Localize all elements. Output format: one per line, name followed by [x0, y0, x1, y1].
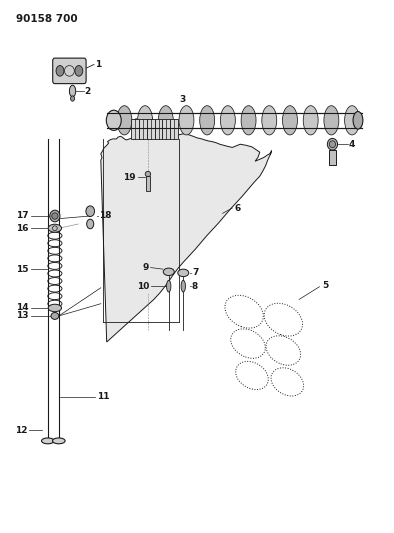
Ellipse shape	[167, 280, 171, 292]
Bar	[162, 119, 170, 139]
Text: 11: 11	[97, 392, 110, 401]
Text: 19: 19	[124, 173, 136, 182]
Bar	[139, 119, 147, 139]
Circle shape	[75, 66, 83, 76]
Ellipse shape	[220, 106, 235, 135]
Ellipse shape	[179, 106, 194, 135]
Ellipse shape	[345, 106, 360, 135]
Ellipse shape	[200, 106, 215, 135]
Ellipse shape	[71, 96, 74, 101]
Circle shape	[56, 66, 64, 76]
Text: 4: 4	[349, 140, 355, 149]
Text: 7: 7	[192, 269, 198, 277]
Ellipse shape	[52, 438, 65, 444]
Ellipse shape	[48, 304, 61, 312]
Text: 6: 6	[234, 204, 241, 213]
FancyBboxPatch shape	[53, 58, 86, 84]
Ellipse shape	[138, 106, 152, 135]
Text: 16: 16	[17, 224, 29, 233]
Ellipse shape	[117, 106, 132, 135]
Ellipse shape	[163, 268, 174, 276]
Text: 12: 12	[15, 426, 28, 435]
Ellipse shape	[327, 139, 338, 150]
Polygon shape	[101, 117, 271, 342]
Ellipse shape	[145, 171, 151, 176]
Bar	[131, 119, 139, 139]
Ellipse shape	[282, 106, 297, 135]
Ellipse shape	[303, 106, 318, 135]
Ellipse shape	[48, 224, 61, 232]
Ellipse shape	[86, 206, 95, 216]
Ellipse shape	[241, 106, 256, 135]
Ellipse shape	[87, 219, 94, 229]
Text: 13: 13	[17, 311, 29, 320]
Text: 3: 3	[179, 94, 186, 103]
Bar	[147, 119, 154, 139]
Ellipse shape	[329, 141, 336, 148]
Text: 18: 18	[99, 212, 112, 221]
Text: 9: 9	[143, 263, 149, 272]
Bar	[145, 176, 150, 191]
Text: 8: 8	[192, 281, 198, 290]
Ellipse shape	[106, 110, 121, 131]
Ellipse shape	[41, 438, 54, 444]
Ellipse shape	[353, 111, 363, 129]
Text: 10: 10	[137, 281, 149, 290]
Text: 90158 700: 90158 700	[17, 14, 78, 24]
Ellipse shape	[50, 210, 60, 222]
Ellipse shape	[262, 106, 277, 135]
Text: 1: 1	[95, 60, 101, 69]
Ellipse shape	[52, 213, 58, 219]
Text: 17: 17	[16, 212, 29, 221]
Ellipse shape	[324, 106, 339, 135]
Ellipse shape	[51, 312, 59, 319]
Ellipse shape	[178, 269, 189, 277]
Text: 14: 14	[16, 303, 29, 312]
Bar	[329, 150, 336, 165]
Ellipse shape	[158, 106, 173, 135]
Text: 15: 15	[17, 265, 29, 273]
Bar	[154, 119, 162, 139]
Bar	[170, 119, 178, 139]
Text: 5: 5	[323, 280, 329, 289]
Text: 2: 2	[84, 86, 91, 95]
Ellipse shape	[69, 85, 76, 97]
Ellipse shape	[181, 280, 186, 292]
